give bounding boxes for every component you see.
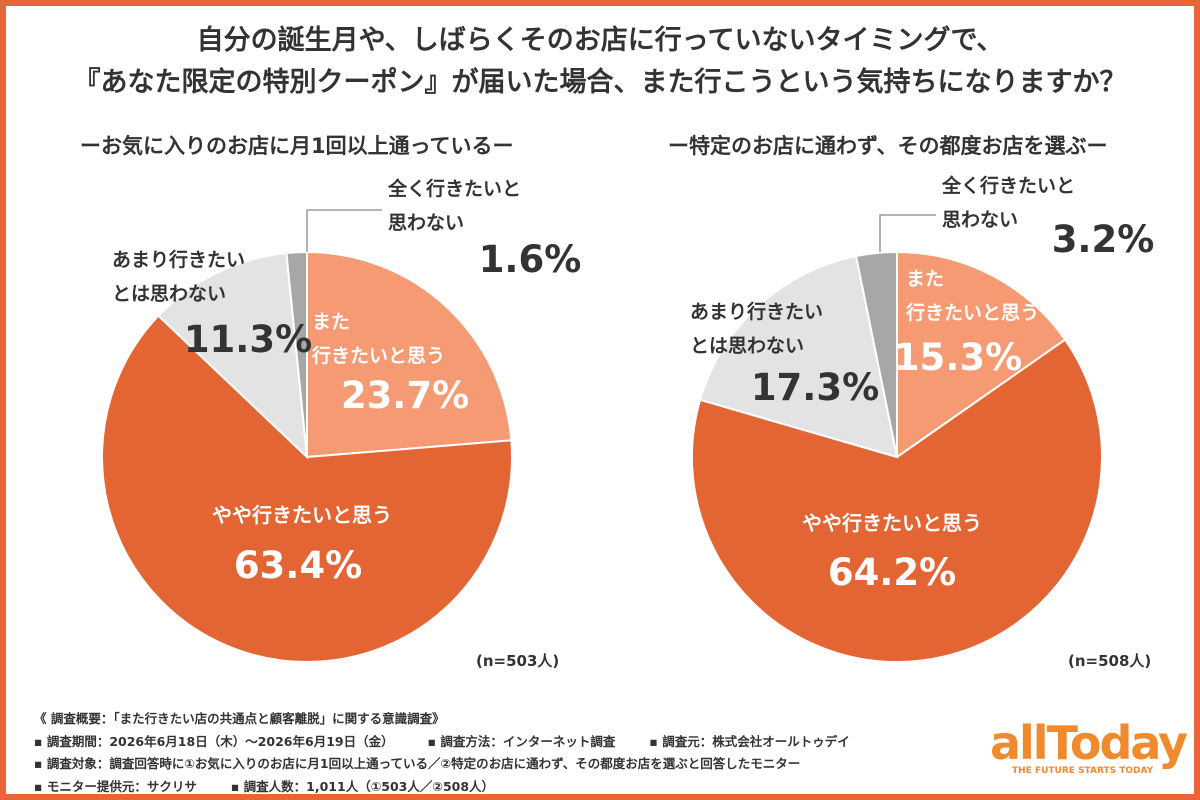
chart-1-label-amari-line-1: あまり行きたい xyxy=(112,248,245,271)
chart-1-value-mattaku: 1.6% xyxy=(479,238,582,281)
footer-count: ▪ 調査人数：1,011人（①503人／②508人） xyxy=(230,778,495,794)
chart-2-slice-yaya xyxy=(691,338,1103,663)
chart-1-slice-mata xyxy=(306,250,513,459)
logo-tagline: THE FUTURE STARTS TODAY xyxy=(1012,766,1154,776)
survey-footer: 《 調査概要：「また行きたい店の共通点と顧客離脱」に関する意識調査》 ▪ 調査期… xyxy=(34,708,850,798)
footer-period: ▪ 調査期間：2026年6月18日（木）～2026年6月19日（金） xyxy=(34,733,394,749)
chart-2-sample-size: (n=508人) xyxy=(1068,652,1152,670)
chart-1-label-mattaku-line-1: 全く行きたいと xyxy=(387,177,521,200)
chart-1-title: ーお気に入りのお店に月1回以上通っているー xyxy=(80,134,514,158)
chart-2-label-amari-line-2: とは思わない xyxy=(690,335,804,357)
alltoday-logo: allToday THE FUTURE STARTS TODAY xyxy=(990,716,1188,782)
page-title-line-2: 『あなた限定の特別クーポン』が届いた場合、また行こうという気持ちになりますか？ xyxy=(73,67,1127,98)
chart-1-label-mata-line-2: 行きたいと思う xyxy=(311,344,445,367)
chart-1-label-mattaku-line-2: 思わない xyxy=(388,212,464,234)
chart-1-label-mata-line-1: また xyxy=(312,311,350,333)
chart-1-value-yaya: 63.4% xyxy=(234,544,362,587)
chart-2-slice-mata xyxy=(896,250,1067,459)
chart-2-leader-line xyxy=(879,214,936,252)
footer-row-2: ▪ 調査期間：2026年6月18日（木）～2026年6月19日（金） ▪ 調査方法… xyxy=(34,731,850,754)
chart-1-value-mata: 23.7% xyxy=(341,374,469,417)
chart-2-title: ー特定のお店に通わず、その都度お店を選ぶー xyxy=(668,134,1108,158)
footer-target: ▪ 調査対象：調査回答時に①お気に入りのお店に月1回以上通っている／②特定のお店… xyxy=(34,756,801,771)
chart-2-slice-mattaku xyxy=(854,250,898,458)
chart-1-slice-amari xyxy=(157,251,309,460)
chart-2-value-amari: 17.3% xyxy=(751,366,879,409)
chart-1-label-amari-line-2: とは思わない xyxy=(112,283,226,305)
chart-1-value-amari: 11.3% xyxy=(184,318,312,361)
footer-heading: 《 調査概要：「また行きたい店の共通点と顧客離脱」に関する意識調査》 xyxy=(34,711,445,726)
chart-1-leader-line xyxy=(306,209,382,252)
chart-1-sample-size: (n=503人) xyxy=(476,652,560,670)
footer-provider: ▪ モニター提供元：サクリサ xyxy=(34,778,197,794)
chart-2-label-yaya-line-1: やや行きたいと思う xyxy=(802,511,982,535)
chart-2-value-mata: 15.3% xyxy=(894,336,1022,379)
chart-2-label-amari-line-1: あまり行きたい xyxy=(690,300,823,323)
chart-2-value-mattaku: 3.2% xyxy=(1052,218,1155,261)
footer-source: ▪ 調査元：株式会社オールトゥデイ xyxy=(649,733,850,749)
chart-1-slice-yaya xyxy=(101,314,513,663)
footer-row-4: ▪ モニター提供元：サクリサ ▪ 調査人数：1,011人（①503人／②508人） xyxy=(34,776,850,799)
chart-2-value-yaya: 64.2% xyxy=(828,551,956,594)
chart-2-label-mattaku-line-2: 思わない xyxy=(942,209,1018,231)
chart-1-label-yaya-line-1: やや行きたいと思う xyxy=(212,503,392,527)
chart-2-slice-amari xyxy=(698,254,899,459)
chart-2-label-mata-line-1: また xyxy=(906,268,944,290)
chart-2-label-mata-line-2: 行きたいと思う xyxy=(905,301,1039,324)
footer-method: ▪ 調査方法：インターネット調査 xyxy=(427,733,616,749)
chart-2-label-mattaku-line-1: 全く行きたいと xyxy=(941,174,1075,197)
page-title-line-1: 自分の誕生月や、しばらくそのお店に行っていないタイミングで、 xyxy=(196,25,1004,56)
logo-wordmark: allToday xyxy=(990,716,1188,770)
